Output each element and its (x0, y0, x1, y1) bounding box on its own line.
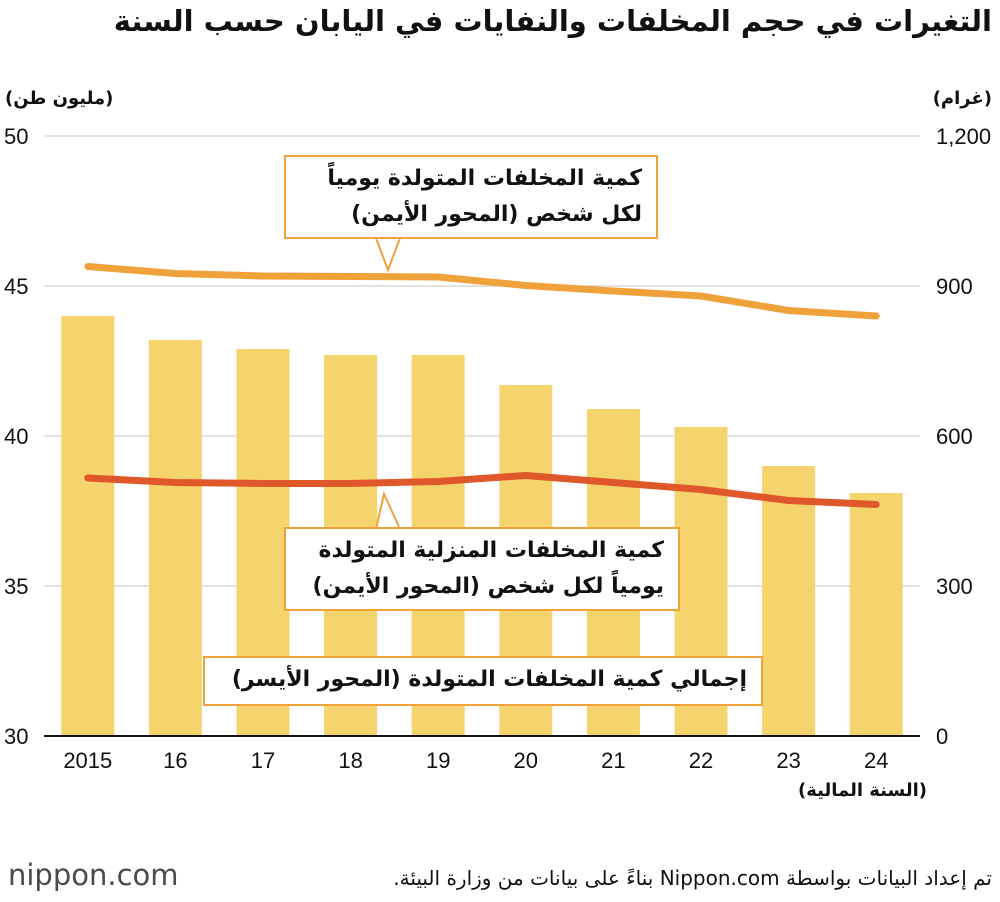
left-axis-unit: (مليون طن) (5, 88, 114, 109)
right-axis-tick-label: 1,200 (936, 124, 991, 149)
x-axis-tick-label: 23 (776, 748, 800, 773)
left-axis-tick-label: 35 (4, 574, 28, 599)
bar (762, 466, 816, 736)
x-axis-unit: (السنة المالية) (798, 780, 928, 801)
x-axis-tick-label: 20 (514, 748, 538, 773)
x-axis-tick-label: 19 (426, 748, 450, 773)
per-person-daily-line (84, 263, 880, 320)
callout-pointer-household (374, 490, 402, 530)
x-axis-tick-label: 18 (338, 748, 362, 773)
source-note: تم إعداد البيانات بواسطة Nippon.com بناء… (393, 866, 992, 890)
callout-per-person-line-1: كمية المخلفات المتولدة يومياً (327, 166, 642, 191)
callout-total-line-1: إجمالي كمية المخلفات المتولدة (المحور ال… (231, 667, 747, 692)
household-daily-line (84, 472, 880, 508)
bar (61, 316, 115, 736)
right-axis-tick-label: 600 (936, 424, 973, 449)
right-axis-tick-label: 0 (936, 724, 948, 749)
left-axis-tick-label: 40 (4, 424, 28, 449)
callout-household-line-2: يومياً لكل شخص (المحور الأيمن) (312, 574, 664, 599)
callout-per-person-line-2: لكل شخص (المحور الأيمن) (351, 202, 642, 227)
left-axis-tick-label: 30 (4, 724, 28, 749)
logo-text: nippon.com (8, 858, 179, 892)
x-axis-tick-label: 24 (864, 748, 888, 773)
right-axis-unit: (غرام) (932, 88, 992, 109)
callout-total: إجمالي كمية المخلفات المتولدة (المحور ال… (203, 656, 763, 706)
callout-household-line-1: كمية المخلفات المنزلية المتولدة (318, 538, 664, 563)
right-axis-tick-label: 900 (936, 274, 973, 299)
callout-pointer-per-person (374, 237, 402, 273)
right-axis-tick-label: 300 (936, 574, 973, 599)
bar (849, 493, 903, 736)
x-axis-tick-label: 17 (251, 748, 275, 773)
left-axis-tick-label: 50 (4, 124, 28, 149)
x-axis-tick-label: 21 (601, 748, 625, 773)
x-axis-tick-label: 16 (163, 748, 187, 773)
left-axis-tick-label: 45 (4, 274, 28, 299)
bar (148, 340, 202, 736)
x-axis-tick-label: 22 (689, 748, 713, 773)
chart-title: التغيرات في حجم المخلفات والنفايات في ال… (113, 4, 992, 38)
callout-household-daily: كمية المخلفات المنزلية المتولدة يومياً ل… (284, 527, 680, 611)
x-axis-tick-label: 2015 (63, 748, 112, 773)
nippon-logo: nippon.com (8, 858, 179, 892)
line-series (84, 263, 880, 508)
callout-per-person-daily: كمية المخلفات المتولدة يومياً لكل شخص (ا… (284, 155, 658, 239)
